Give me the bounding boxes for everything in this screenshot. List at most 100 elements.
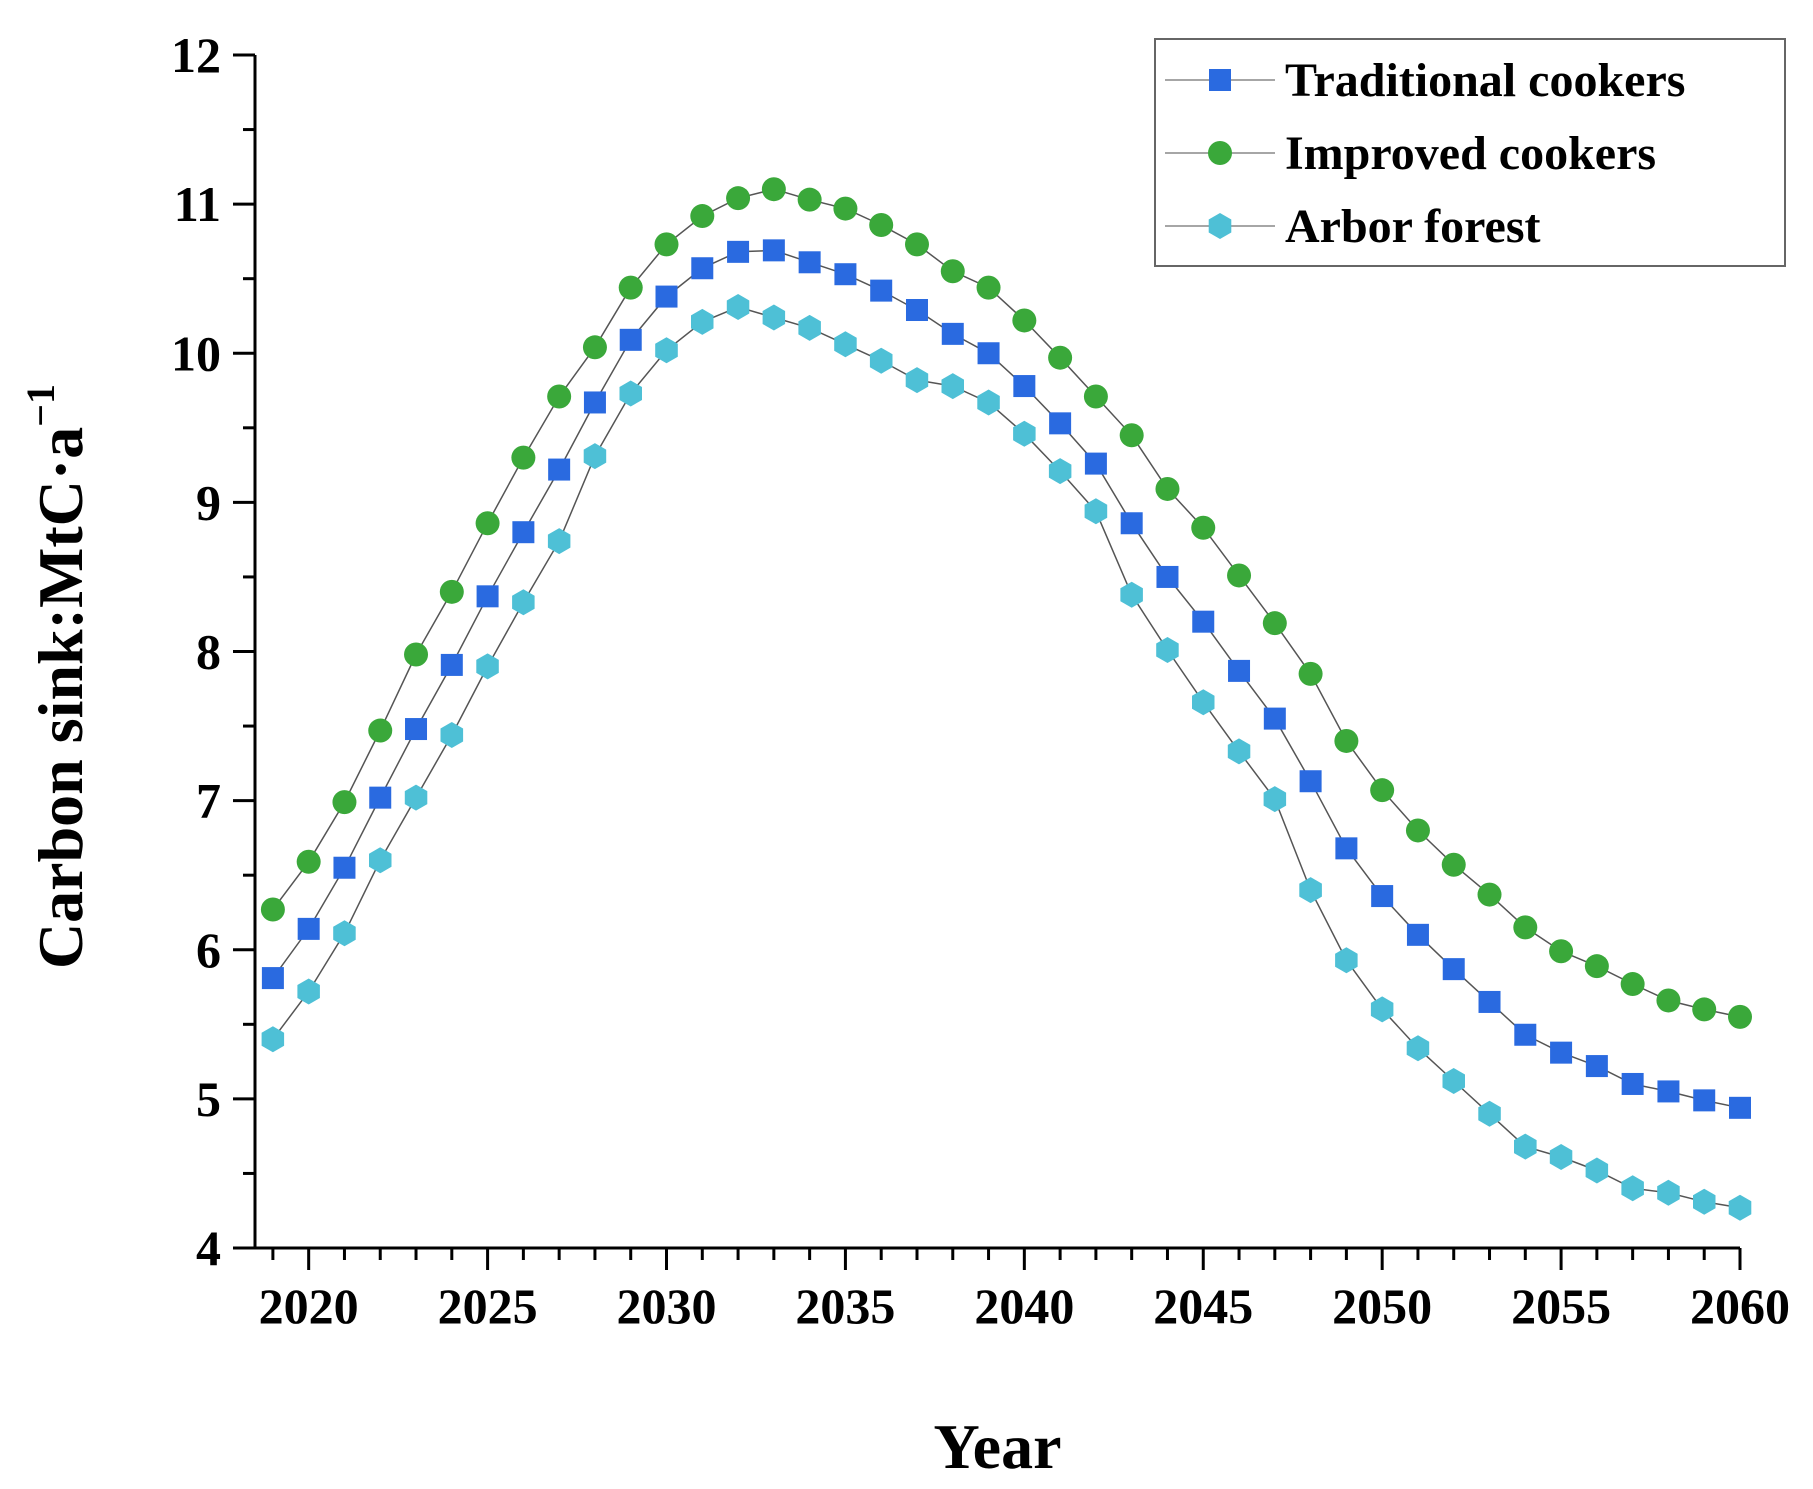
data-point-traditional-cookers-2029 [620,329,642,351]
data-point-traditional-cookers-2019 [262,967,284,989]
data-point-improved-cookers-2024 [440,580,464,604]
data-point-traditional-cookers-2036 [870,280,892,302]
data-point-arbor-forest-2032 [727,294,750,320]
x-tick-label-2035: 2035 [795,1278,895,1334]
x-tick-label-2040: 2040 [974,1278,1074,1334]
data-point-traditional-cookers-2028 [584,391,606,413]
data-point-arbor-forest-2052 [1443,1068,1466,1094]
data-point-improved-cookers-2049 [1334,729,1358,753]
x-tick-label-2050: 2050 [1332,1278,1432,1334]
data-point-arbor-forest-2028 [584,443,607,469]
data-point-arbor-forest-2023 [405,785,428,811]
data-point-improved-cookers-2027 [547,384,571,408]
data-point-improved-cookers-2023 [404,642,428,666]
data-point-traditional-cookers-2051 [1407,924,1429,946]
series-line-arbor-forest [273,307,1740,1208]
y-tick-label-8: 8 [196,624,221,680]
data-point-arbor-forest-2035 [834,331,857,357]
data-point-traditional-cookers-2049 [1335,837,1357,859]
data-point-traditional-cookers-2020 [298,918,320,940]
data-point-traditional-cookers-2044 [1156,566,1178,588]
data-point-improved-cookers-2057 [1621,972,1645,996]
x-tick-label-2045: 2045 [1153,1278,1253,1334]
data-point-traditional-cookers-2059 [1693,1089,1715,1111]
data-point-traditional-cookers-2056 [1586,1055,1608,1077]
data-point-improved-cookers-2041 [1048,346,1072,370]
data-point-traditional-cookers-2024 [441,654,463,676]
data-point-improved-cookers-2020 [297,850,321,874]
data-point-improved-cookers-2021 [332,790,356,814]
data-point-improved-cookers-2043 [1120,423,1144,447]
y-tick-label-9: 9 [196,474,221,530]
series-lines [273,189,1740,1207]
data-point-improved-cookers-2028 [583,335,607,359]
data-point-traditional-cookers-2041 [1049,412,1071,434]
x-axis-title: Year [934,1411,1062,1482]
data-point-arbor-forest-2043 [1120,582,1143,608]
data-point-improved-cookers-2056 [1585,954,1609,978]
data-point-traditional-cookers-2052 [1443,958,1465,980]
data-point-traditional-cookers-2022 [369,787,391,809]
data-point-traditional-cookers-2034 [799,251,821,273]
data-point-improved-cookers-2046 [1227,563,1251,587]
data-point-traditional-cookers-2053 [1479,991,1501,1013]
data-point-arbor-forest-2045 [1192,689,1215,715]
data-point-traditional-cookers-2032 [727,241,749,263]
y-tick-label-11: 11 [174,176,221,232]
data-point-arbor-forest-2037 [906,367,929,393]
data-point-traditional-cookers-2046 [1228,660,1250,682]
data-point-improved-cookers-2031 [690,204,714,228]
data-point-improved-cookers-2052 [1442,853,1466,877]
data-point-arbor-forest-2044 [1156,637,1179,663]
data-point-arbor-forest-2046 [1228,738,1251,764]
data-point-arbor-forest-2038 [942,373,965,399]
data-point-traditional-cookers-2031 [691,257,713,279]
data-point-traditional-cookers-2054 [1514,1024,1536,1046]
data-point-arbor-forest-2026 [512,589,535,615]
series-markers [261,177,1752,1220]
x-tick-label-2025: 2025 [438,1278,538,1334]
data-point-arbor-forest-2057 [1621,1175,1644,1201]
data-point-arbor-forest-2027 [548,528,571,554]
data-point-traditional-cookers-2033 [763,239,785,261]
data-point-improved-cookers-2030 [655,232,679,256]
x-tick-label-2030: 2030 [617,1278,717,1334]
data-point-improved-cookers-2053 [1478,883,1502,907]
data-point-improved-cookers-2054 [1513,915,1537,939]
data-point-arbor-forest-2025 [476,653,499,679]
data-point-improved-cookers-2039 [977,276,1001,300]
data-point-traditional-cookers-2021 [333,857,355,879]
y-axis-title-superscript: −1 [18,384,63,427]
y-axis-title: Carbon sink:MtC·a−1 [18,384,96,969]
data-point-traditional-cookers-2047 [1264,708,1286,730]
data-point-arbor-forest-2031 [691,309,714,335]
data-point-improved-cookers-2044 [1155,477,1179,501]
data-point-arbor-forest-2034 [798,315,821,341]
data-point-improved-cookers-2034 [798,188,822,212]
data-point-arbor-forest-2019 [262,1026,285,1052]
legend-label-traditional-cookers: Traditional cookers [1285,54,1685,107]
data-point-improved-cookers-2025 [476,511,500,535]
data-point-traditional-cookers-2040 [1013,375,1035,397]
data-point-arbor-forest-2024 [441,722,464,748]
data-point-traditional-cookers-2058 [1657,1080,1679,1102]
data-point-traditional-cookers-2023 [405,718,427,740]
data-point-traditional-cookers-2060 [1729,1097,1751,1119]
data-point-traditional-cookers-2030 [656,286,678,308]
data-point-improved-cookers-2045 [1191,516,1215,540]
data-point-improved-cookers-2042 [1084,384,1108,408]
data-point-improved-cookers-2059 [1692,997,1716,1021]
data-point-improved-cookers-2058 [1656,988,1680,1012]
x-tick-label-2055: 2055 [1511,1278,1611,1334]
data-point-traditional-cookers-2035 [834,263,856,285]
data-point-traditional-cookers-2038 [942,323,964,345]
data-point-improved-cookers-2048 [1299,662,1323,686]
data-point-arbor-forest-2053 [1478,1101,1501,1127]
legend-marker-traditional-cookers [1209,69,1231,91]
data-point-traditional-cookers-2026 [512,521,534,543]
y-tick-label-12: 12 [171,27,221,83]
data-point-improved-cookers-2040 [1012,308,1036,332]
legend: Traditional cookers Improved cookers Arbor… [1155,39,1785,266]
data-point-arbor-forest-2021 [333,920,356,946]
data-point-improved-cookers-2026 [511,446,535,470]
